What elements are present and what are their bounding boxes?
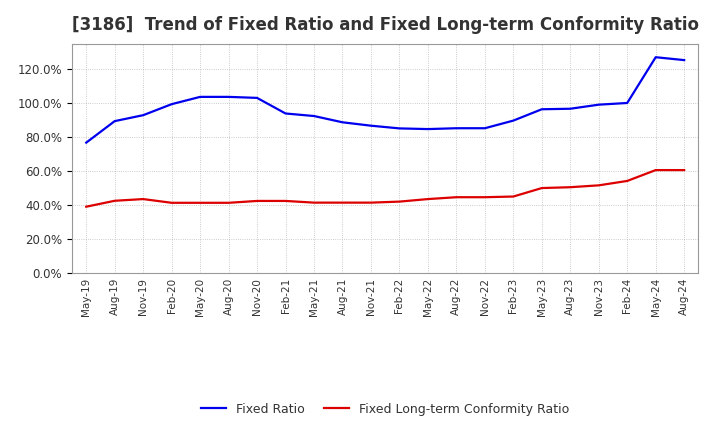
Fixed Long-term Conformity Ratio [110, 198, 119, 203]
Fixed Long-term Conformity Ratio [82, 204, 91, 209]
Fixed Ratio [310, 114, 318, 119]
Fixed Ratio [225, 94, 233, 99]
Fixed Long-term Conformity Ratio [196, 200, 204, 205]
Fixed Long-term Conformity Ratio [480, 194, 489, 200]
Fixed Long-term Conformity Ratio [338, 200, 347, 205]
Fixed Ratio [395, 126, 404, 131]
Fixed Ratio [623, 100, 631, 106]
Fixed Long-term Conformity Ratio [623, 178, 631, 183]
Fixed Long-term Conformity Ratio [310, 200, 318, 205]
Fixed Long-term Conformity Ratio [595, 183, 603, 188]
Fixed Ratio [423, 126, 432, 132]
Fixed Long-term Conformity Ratio [253, 198, 261, 204]
Fixed Long-term Conformity Ratio [452, 194, 461, 200]
Fixed Ratio [196, 94, 204, 99]
Fixed Ratio [595, 102, 603, 107]
Fixed Long-term Conformity Ratio [139, 196, 148, 202]
Fixed Ratio [652, 55, 660, 60]
Fixed Ratio [480, 125, 489, 131]
Fixed Long-term Conformity Ratio [423, 196, 432, 202]
Fixed Long-term Conformity Ratio [167, 200, 176, 205]
Fixed Ratio [282, 111, 290, 116]
Fixed Ratio [566, 106, 575, 111]
Fixed Ratio [139, 113, 148, 118]
Fixed Ratio [167, 102, 176, 107]
Fixed Long-term Conformity Ratio [566, 184, 575, 190]
Fixed Ratio [110, 118, 119, 124]
Line: Fixed Long-term Conformity Ratio: Fixed Long-term Conformity Ratio [86, 170, 684, 207]
Fixed Long-term Conformity Ratio [225, 200, 233, 205]
Fixed Long-term Conformity Ratio [282, 198, 290, 204]
Fixed Long-term Conformity Ratio [537, 185, 546, 191]
Fixed Ratio [537, 106, 546, 112]
Title: [3186]  Trend of Fixed Ratio and Fixed Long-term Conformity Ratio: [3186] Trend of Fixed Ratio and Fixed Lo… [72, 16, 698, 34]
Fixed Ratio [82, 140, 91, 145]
Fixed Long-term Conformity Ratio [509, 194, 518, 199]
Legend: Fixed Ratio, Fixed Long-term Conformity Ratio: Fixed Ratio, Fixed Long-term Conformity … [197, 398, 574, 421]
Fixed Ratio [253, 95, 261, 100]
Fixed Ratio [452, 125, 461, 131]
Fixed Ratio [366, 123, 375, 128]
Fixed Long-term Conformity Ratio [366, 200, 375, 205]
Fixed Ratio [680, 58, 688, 63]
Fixed Long-term Conformity Ratio [680, 168, 688, 173]
Fixed Ratio [509, 118, 518, 123]
Fixed Long-term Conformity Ratio [652, 168, 660, 173]
Line: Fixed Ratio: Fixed Ratio [86, 57, 684, 143]
Fixed Ratio [338, 120, 347, 125]
Fixed Long-term Conformity Ratio [395, 199, 404, 204]
